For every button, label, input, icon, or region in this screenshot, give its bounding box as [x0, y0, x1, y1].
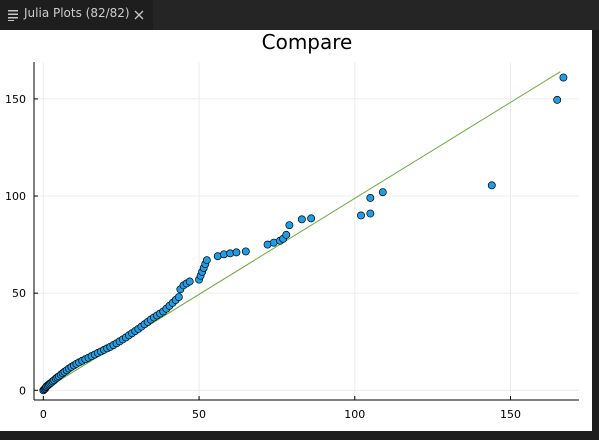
tick-labels: 0 50 100 150 0 50 100 150	[5, 93, 521, 421]
tab-julia-plots[interactable]: Julia Plots (82/82)	[0, 0, 153, 30]
close-icon[interactable]	[132, 8, 146, 22]
data-point	[241, 247, 250, 256]
x-tick-label: 100	[344, 408, 365, 421]
data-point	[285, 221, 294, 230]
data-point	[559, 73, 568, 82]
bottom-border	[0, 431, 599, 440]
chart-title: Compare	[262, 30, 353, 54]
data-point	[232, 248, 241, 257]
data-point	[185, 277, 194, 286]
data-point	[307, 214, 316, 223]
x-tick-label: 50	[192, 408, 206, 421]
y-tick-label: 150	[5, 93, 26, 106]
y-tick-label: 100	[5, 190, 26, 203]
data-point	[366, 209, 375, 218]
right-border	[592, 30, 599, 440]
data-point	[553, 95, 562, 104]
data-point	[378, 188, 387, 197]
x-tick-label: 150	[500, 408, 521, 421]
data-point	[297, 215, 306, 224]
data-point	[366, 194, 375, 202]
data-point	[202, 256, 211, 265]
scatter-chart: Compare 0 50 100 150 0 50 100 150	[5, 30, 579, 421]
data-point	[282, 230, 291, 239]
data-point	[174, 293, 183, 301]
plot-list-icon	[8, 10, 18, 21]
data-point	[487, 181, 496, 190]
tab-bar: Julia Plots (82/82)	[0, 0, 599, 30]
data-point	[357, 211, 365, 220]
y-tick-label: 0	[19, 384, 26, 397]
y-tick-label: 50	[12, 287, 26, 300]
x-tick-label: 0	[40, 408, 47, 421]
plot-pane: Compare 0 50 100 150 0 50 100 150	[0, 30, 592, 431]
tab-label: Julia Plots (82/82)	[24, 6, 130, 20]
grid-lines	[34, 62, 579, 400]
axes	[33, 62, 579, 401]
points-layer	[39, 73, 568, 395]
